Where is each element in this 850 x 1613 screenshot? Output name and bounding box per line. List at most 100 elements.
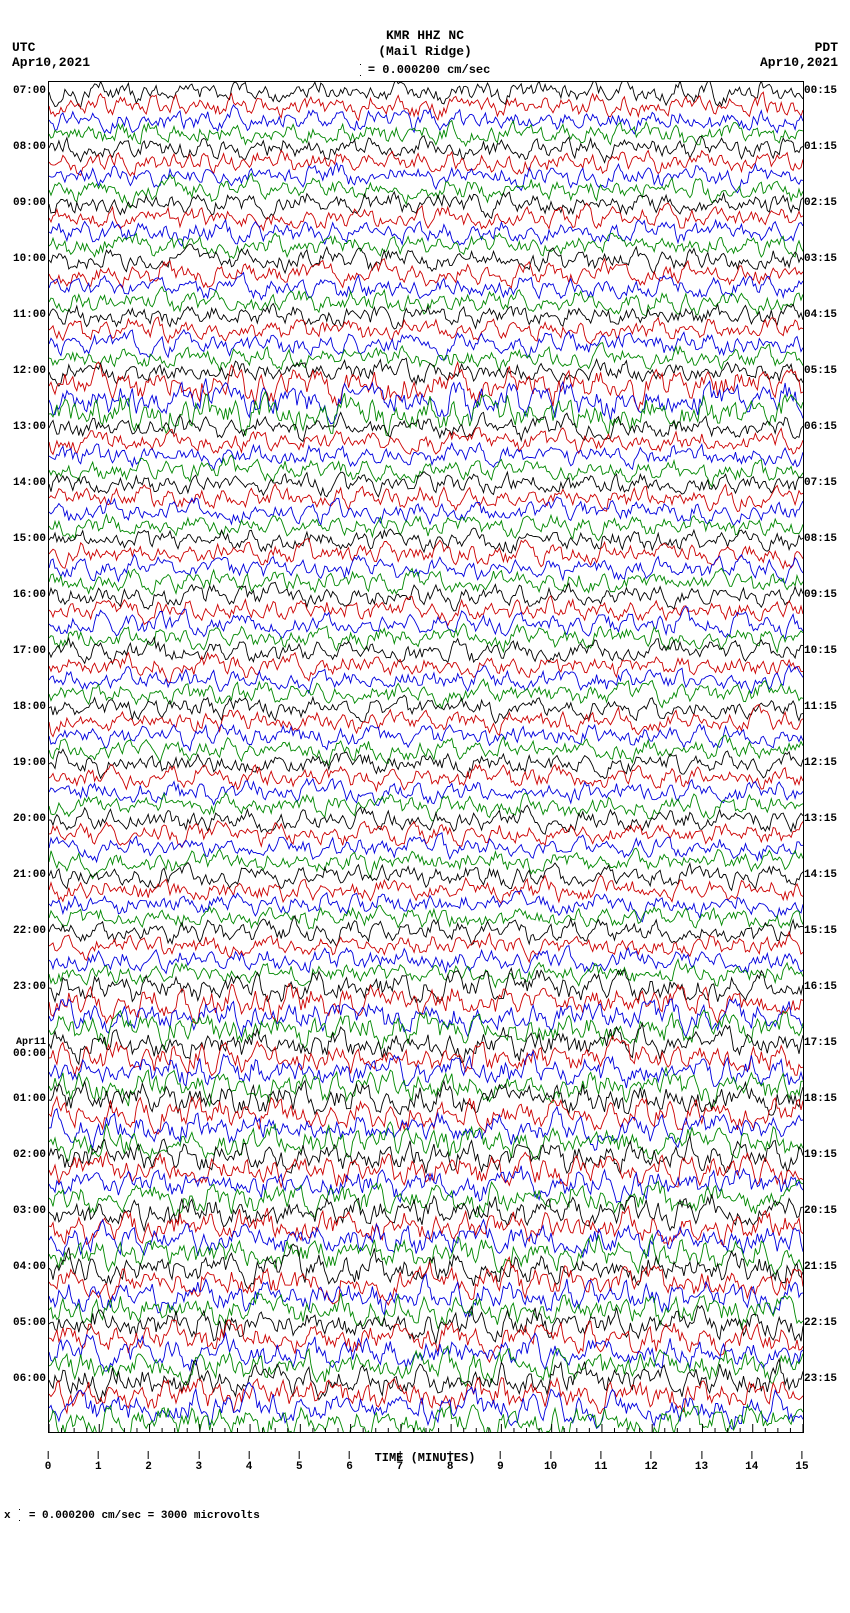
- x-tick: 5: [296, 1451, 303, 1473]
- right-label: 13:15: [804, 814, 837, 825]
- trace-row: [49, 833, 803, 862]
- trace-row: [49, 1195, 803, 1231]
- trace-row: [49, 1010, 803, 1049]
- right-label: 03:15: [804, 254, 837, 265]
- trace-row: [49, 330, 803, 360]
- right-label: 23:15: [804, 1374, 837, 1385]
- left-label: Apr1100:00: [13, 1038, 46, 1060]
- trace-row: [49, 539, 803, 569]
- footer-bar-icon: [19, 1509, 20, 1521]
- right-label: 06:15: [804, 422, 837, 433]
- right-label: 19:15: [804, 1150, 837, 1161]
- trace-row: [49, 724, 803, 750]
- right-label: 04:15: [804, 310, 837, 321]
- right-label: 10:15: [804, 646, 837, 657]
- right-label: 11:15: [804, 702, 837, 713]
- trace-row: [49, 863, 803, 891]
- left-date: Apr10,2021: [12, 55, 90, 70]
- x-tick: 2: [145, 1451, 152, 1473]
- header-right: PDT Apr10,2021: [760, 40, 838, 70]
- scale-text: = 0.000200 cm/sec: [368, 63, 490, 77]
- left-tz: UTC: [12, 40, 90, 55]
- trace-row: [49, 1320, 803, 1362]
- trace-row: [49, 484, 803, 512]
- trace-row: [49, 984, 803, 1024]
- footer-scale: x = 0.000200 cm/sec = 3000 microvolts: [4, 1509, 850, 1522]
- left-label: 04:00: [13, 1262, 46, 1273]
- x-tick: 14: [745, 1451, 758, 1473]
- left-label: 08:00: [13, 142, 46, 153]
- trace-row: [49, 203, 803, 230]
- right-label: 22:15: [804, 1318, 837, 1329]
- trace-row: [49, 806, 803, 835]
- trace-row: [49, 82, 803, 107]
- trace-row: [49, 443, 803, 470]
- seismogram-page: UTC Apr10,2021 PDT Apr10,2021 KMR HHZ NC…: [0, 0, 850, 1522]
- right-label: 01:15: [804, 142, 837, 153]
- traces-svg: [49, 82, 803, 1432]
- trace-row: [49, 876, 803, 905]
- header-center: KMR HHZ NC (Mail Ridge): [0, 0, 850, 59]
- left-label: 12:00: [13, 366, 46, 377]
- right-label: 21:15: [804, 1262, 837, 1273]
- x-tick: 1: [95, 1451, 102, 1473]
- left-label: 20:00: [13, 814, 46, 825]
- trace-row: [49, 637, 803, 664]
- right-label: 15:15: [804, 926, 837, 937]
- x-tick: 9: [497, 1451, 504, 1473]
- trace-row: [49, 428, 803, 455]
- seismogram-plot: [48, 81, 804, 1433]
- x-tick: 10: [544, 1451, 557, 1473]
- trace-row: [49, 1180, 803, 1217]
- left-label: 13:00: [13, 422, 46, 433]
- left-label: 10:00: [13, 254, 46, 265]
- right-label: 08:15: [804, 534, 837, 545]
- right-label: 09:15: [804, 590, 837, 601]
- left-label: 02:00: [13, 1150, 46, 1161]
- left-label: 19:00: [13, 758, 46, 769]
- trace-row: [49, 653, 803, 683]
- left-label: 09:00: [13, 198, 46, 209]
- trace-row: [49, 1378, 803, 1414]
- scale-hint: = 0.000200 cm/sec: [0, 63, 850, 77]
- left-label: 03:00: [13, 1206, 46, 1217]
- right-label: 16:15: [804, 982, 837, 993]
- trace-row: [49, 695, 803, 723]
- left-label: 07:00: [13, 86, 46, 97]
- trace-row: [49, 568, 803, 594]
- x-tick: 8: [447, 1451, 454, 1473]
- left-label: 23:00: [13, 982, 46, 993]
- x-tick: 3: [195, 1451, 202, 1473]
- left-label: 05:00: [13, 1318, 46, 1329]
- left-label: 11:00: [13, 310, 46, 321]
- left-label: 17:00: [13, 646, 46, 657]
- left-label: 06:00: [13, 1374, 46, 1385]
- plot-wrap: 07:0008:0009:0010:0011:0012:0013:0014:00…: [0, 81, 850, 1433]
- left-label: 15:00: [13, 534, 46, 545]
- trace-row: [49, 151, 803, 177]
- trace-row: [49, 735, 803, 765]
- x-tick: 11: [594, 1451, 607, 1473]
- trace-row: [49, 163, 803, 193]
- trace-row: [49, 1136, 803, 1174]
- trace-row: [49, 1220, 803, 1258]
- trace-row: [49, 779, 803, 806]
- trace-row: [49, 497, 803, 526]
- trace-row: [49, 1206, 803, 1246]
- right-label: 02:15: [804, 198, 837, 209]
- left-label: 01:00: [13, 1094, 46, 1105]
- trace-row: [49, 1068, 803, 1107]
- left-time-labels: 07:0008:0009:0010:0011:0012:0013:0014:00…: [10, 81, 46, 1431]
- x-tick: 7: [397, 1451, 404, 1473]
- x-tick: 0: [45, 1451, 52, 1473]
- right-label: 07:15: [804, 478, 837, 489]
- x-axis-title: TIME (MINUTES): [48, 1451, 802, 1465]
- trace-row: [49, 379, 803, 424]
- trace-row: [49, 999, 803, 1037]
- trace-row: [49, 1383, 803, 1430]
- right-label: 12:15: [804, 758, 837, 769]
- trace-row: [49, 343, 803, 371]
- left-label: 18:00: [13, 702, 46, 713]
- header-left: UTC Apr10,2021: [12, 40, 90, 70]
- title-line2: (Mail Ridge): [0, 44, 850, 60]
